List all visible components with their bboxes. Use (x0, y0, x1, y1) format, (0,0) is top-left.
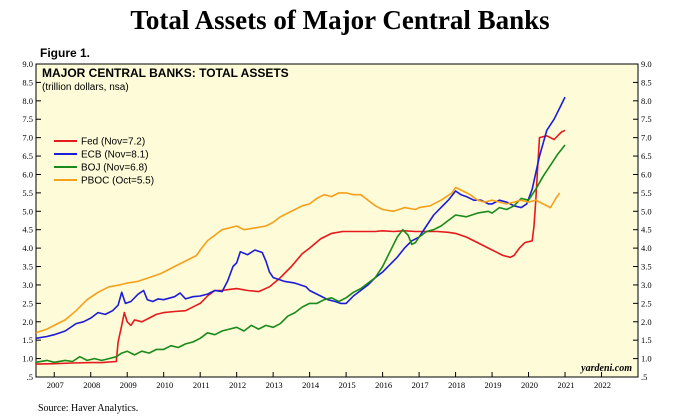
y-tick-label-right: 4.5 (641, 225, 652, 235)
x-tick-label: 2012 (229, 380, 246, 390)
y-tick-label-right: 7.0 (641, 133, 652, 143)
y-tick-label-left: 2.5 (22, 298, 33, 308)
y-tick-label-right: 8.5 (641, 77, 652, 87)
source-note: Source: Haver Analytics. (38, 403, 139, 414)
y-tick-label-right: 2.5 (641, 298, 652, 308)
x-tick-label: 2009 (120, 380, 137, 390)
x-tick-label: 2011 (193, 380, 210, 390)
plot-area (35, 63, 639, 378)
series-line-pboc (35, 186, 561, 334)
x-tick-label: 2010 (156, 380, 173, 390)
x-axis: 2007 2008 2009 2010 2011 2012 2013 2014 2015 2016… (47, 372, 639, 390)
y-tick-label-right: 5.0 (641, 206, 652, 216)
x-tick-label: 2021 (558, 380, 575, 390)
x-tick-label: 2019 (485, 380, 502, 390)
y-tick-label-left: 6.5 (22, 151, 33, 161)
legend-label: Fed (Nov=7.2) (81, 137, 145, 148)
y-tick-label-left: 7.0 (22, 133, 33, 143)
y-tick-label-left: 5.0 (22, 206, 33, 216)
x-tick-label: 2007 (47, 380, 64, 390)
y-tick-label-left: 5.5 (22, 188, 33, 198)
y-tick-label-right: 4.0 (641, 243, 652, 253)
x-tick-label: 2022 (594, 380, 611, 390)
y-tick-label-left: 4.0 (22, 243, 33, 253)
y-tick-label-left: 9.0 (22, 59, 33, 69)
series-lines (35, 96, 566, 365)
y-tick-label-left: 8.5 (22, 77, 33, 87)
x-tick-label: 2016 (375, 380, 392, 390)
y-axis-left: .5 1.0 1.5 2.0 2.5 3.0 3.5 4.0 4.5 5.0 5.5 6.0 6.5 7.… (22, 59, 41, 382)
y-tick-label-right: 1.5 (641, 335, 652, 345)
x-tick-label: 2018 (448, 380, 465, 390)
series-line-fed (35, 129, 566, 365)
y-tick-label-right: 2.0 (641, 317, 652, 327)
series-line-boj (35, 144, 566, 364)
x-tick-label: 2008 (83, 380, 100, 390)
series-line-ecb (35, 96, 566, 340)
y-tick-label-left: 8.0 (22, 96, 33, 106)
x-tick-label: 2013 (266, 380, 283, 390)
y-tick-label-left: 3.0 (22, 280, 33, 290)
y-tick-label-left: .5 (27, 372, 33, 382)
watermark: yardeni.com (580, 363, 632, 374)
y-tick-label-left: 6.0 (22, 169, 33, 179)
y-axis-right: .5 1.0 1.5 2.0 2.5 3.0 3.5 4.0 4.5 5.0 5.5 6.0 6.5 7.… (633, 59, 652, 382)
legend: Fed (Nov=7.2) ECB (Nov=8.1) BOJ (Nov=6.8) P… (54, 137, 154, 187)
y-tick-label-right: 3.0 (641, 280, 652, 290)
y-tick-label-right: 5.5 (641, 188, 652, 198)
y-tick-label-right: 7.5 (641, 114, 652, 124)
chart-title: MAJOR CENTRAL BANKS: TOTAL ASSETS (42, 66, 289, 80)
y-tick-label-right: .5 (641, 372, 647, 382)
y-tick-label-right: 6.5 (641, 151, 652, 161)
x-tick-label: 2014 (302, 380, 320, 390)
y-tick-label-left: 1.5 (22, 335, 33, 345)
y-tick-label-left: 3.5 (22, 262, 33, 272)
chart-subtitle: (trillion dollars, nsa) (42, 82, 129, 93)
y-tick-label-right: 6.0 (641, 169, 652, 179)
y-tick-label-left: 7.5 (22, 114, 33, 124)
y-tick-label-right: 1.0 (641, 354, 652, 364)
y-tick-label-right: 8.0 (641, 96, 652, 106)
y-tick-label-right: 3.5 (641, 262, 652, 272)
figure-label: Figure 1. (40, 46, 91, 60)
y-tick-label-right: 9.0 (641, 59, 652, 69)
page-title: Total Assets of Major Central Banks (130, 5, 550, 35)
x-tick-label: 2020 (521, 380, 538, 390)
legend-label: ECB (Nov=8.1) (81, 150, 149, 161)
y-tick-label-left: 2.0 (22, 317, 33, 327)
y-tick-label-left: 1.0 (22, 354, 33, 364)
legend-label: PBOC (Oct=5.5) (81, 176, 154, 187)
y-tick-label-left: 4.5 (22, 225, 33, 235)
x-tick-label: 2015 (339, 380, 356, 390)
x-tick-label: 2017 (412, 380, 429, 390)
legend-label: BOJ (Nov=6.8) (81, 163, 147, 174)
